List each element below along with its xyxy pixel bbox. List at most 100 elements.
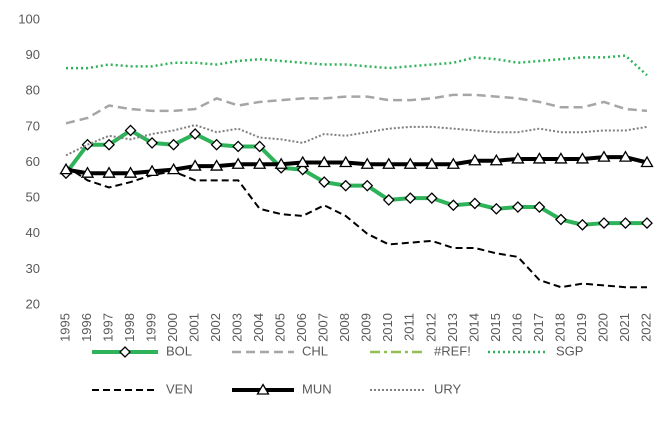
data-point: [511, 201, 524, 213]
x-tick-label: 2012: [423, 313, 438, 342]
data-point: [511, 152, 525, 164]
data-point: [576, 218, 589, 231]
legend-label: VEN: [166, 381, 193, 396]
data-point: [404, 192, 417, 205]
data-point: [166, 162, 181, 175]
series-line: [65, 165, 647, 289]
data-point: [360, 157, 374, 169]
x-tick-label: 1996: [79, 313, 94, 342]
x-tick-label: 2010: [380, 313, 395, 342]
y-tick-label: 70: [26, 118, 40, 133]
data-point: [575, 152, 590, 164]
data-point: [533, 201, 546, 213]
data-point: [382, 193, 395, 206]
x-tick-label: 2000: [165, 313, 180, 342]
data-point: [403, 157, 417, 169]
y-tick-label: 100: [18, 11, 40, 26]
legend-label: SGP: [556, 343, 583, 358]
x-tick-label: 2016: [509, 313, 524, 342]
series-line: [65, 93, 648, 125]
x-tick-label: 2022: [638, 313, 653, 342]
y-tick-label: 40: [26, 225, 40, 240]
y-tick-label: 30: [26, 261, 40, 276]
data-point: [425, 192, 438, 205]
data-point: [361, 179, 374, 192]
legend-marker: [256, 383, 270, 395]
legend-label: BOL: [166, 343, 192, 358]
data-point: [59, 162, 73, 175]
x-tick-label: 2011: [402, 313, 417, 341]
data-point: [597, 150, 611, 162]
series-line: [66, 54, 648, 77]
legend-marker: [119, 346, 131, 358]
x-tick-label: 1998: [122, 313, 137, 342]
data-point: [468, 197, 481, 210]
data-point: [555, 213, 567, 226]
y-tick-label: 50: [26, 190, 40, 205]
data-point: [253, 140, 266, 153]
x-tick-label: 2019: [574, 313, 589, 342]
legend-label: URY: [434, 381, 462, 396]
data-point: [447, 199, 460, 212]
data-point: [446, 157, 460, 169]
x-tick-label: 2003: [230, 313, 245, 342]
data-point: [232, 140, 245, 153]
x-tick-label: 2008: [337, 313, 352, 342]
legend-label: CHL: [302, 343, 328, 358]
data-point: [382, 157, 396, 169]
data-point: [598, 217, 610, 229]
x-tick-label: 2004: [251, 313, 266, 342]
series-line: [65, 155, 648, 176]
data-point: [425, 157, 439, 169]
x-tick-label: 2005: [273, 313, 288, 342]
x-tick-label: 2018: [552, 313, 567, 342]
x-tick-label: 2006: [294, 313, 309, 342]
data-point: [489, 153, 503, 166]
data-point: [123, 166, 138, 178]
x-tick-label: 1997: [100, 313, 115, 342]
y-tick-label: 20: [26, 296, 40, 311]
x-tick-label: 2020: [595, 313, 610, 342]
data-point: [619, 217, 632, 229]
data-point: [189, 128, 202, 140]
data-point: [102, 166, 116, 178]
y-tick-label: 60: [26, 154, 40, 169]
x-tick-label: 2002: [208, 313, 223, 342]
data-point: [640, 155, 654, 168]
data-point: [317, 155, 331, 168]
data-point: [274, 157, 288, 169]
data-point: [554, 152, 568, 164]
y-tick-label: 90: [26, 47, 40, 62]
data-point: [296, 155, 310, 168]
data-point: [124, 124, 137, 137]
series-line: [65, 124, 648, 157]
legend-label: MUN: [302, 381, 332, 396]
data-point: [146, 136, 158, 149]
data-point: [618, 150, 633, 162]
data-point: [468, 153, 482, 166]
x-tick-label: 2009: [359, 313, 374, 342]
data-point: [210, 159, 224, 171]
x-tick-label: 2015: [488, 313, 503, 342]
data-point: [339, 155, 353, 168]
x-tick-label: 1999: [144, 313, 159, 342]
data-point: [145, 164, 159, 177]
data-point: [641, 217, 653, 229]
data-point: [532, 152, 547, 164]
data-point: [210, 138, 223, 151]
data-point: [490, 202, 503, 215]
data-point: [167, 138, 180, 151]
data-point: [103, 138, 115, 151]
data-point: [80, 166, 95, 178]
data-point: [231, 157, 245, 169]
data-point: [188, 159, 202, 171]
x-tick-label: 2007: [316, 313, 331, 342]
data-point: [253, 157, 267, 169]
x-tick-label: 2021: [617, 313, 632, 342]
y-tick-label: 80: [26, 83, 40, 98]
series-line: [64, 128, 647, 227]
x-tick-label: 2014: [466, 313, 481, 342]
x-tick-label: 1995: [57, 313, 72, 342]
x-tick-label: 2013: [445, 313, 460, 342]
